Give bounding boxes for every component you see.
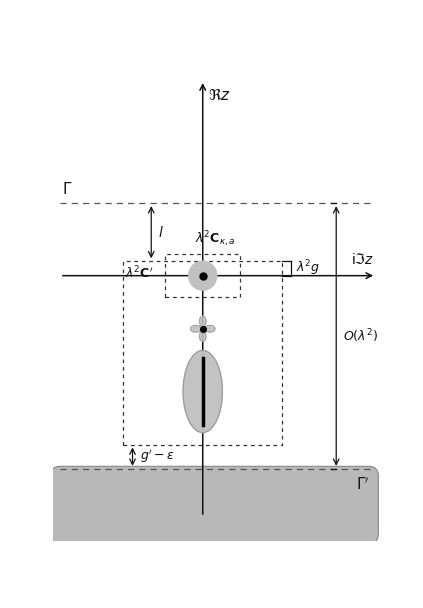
- Text: $l$: $l$: [158, 225, 164, 240]
- Text: $\Gamma$: $\Gamma$: [62, 181, 73, 198]
- Ellipse shape: [183, 350, 222, 432]
- Bar: [165, 254, 240, 297]
- Text: $\Gamma'$: $\Gamma'$: [356, 476, 369, 492]
- Text: $\lambda^2 \mathbf{C}_{\kappa,a}$: $\lambda^2 \mathbf{C}_{\kappa,a}$: [195, 229, 236, 249]
- Bar: [123, 261, 282, 444]
- Text: $g' - \epsilon$: $g' - \epsilon$: [140, 448, 174, 465]
- Text: $\mathrm{i}\Im z$: $\mathrm{i}\Im z$: [351, 253, 374, 267]
- Text: $\Re z$: $\Re z$: [209, 88, 231, 103]
- Text: $\lambda^2 g$: $\lambda^2 g$: [297, 258, 321, 278]
- Text: $\lambda^2 \mathbf{C}'$: $\lambda^2 \mathbf{C}'$: [126, 265, 154, 282]
- FancyBboxPatch shape: [50, 466, 378, 544]
- Polygon shape: [191, 316, 215, 341]
- Text: $O(\lambda^2)$: $O(\lambda^2)$: [343, 327, 378, 345]
- Circle shape: [189, 261, 217, 290]
